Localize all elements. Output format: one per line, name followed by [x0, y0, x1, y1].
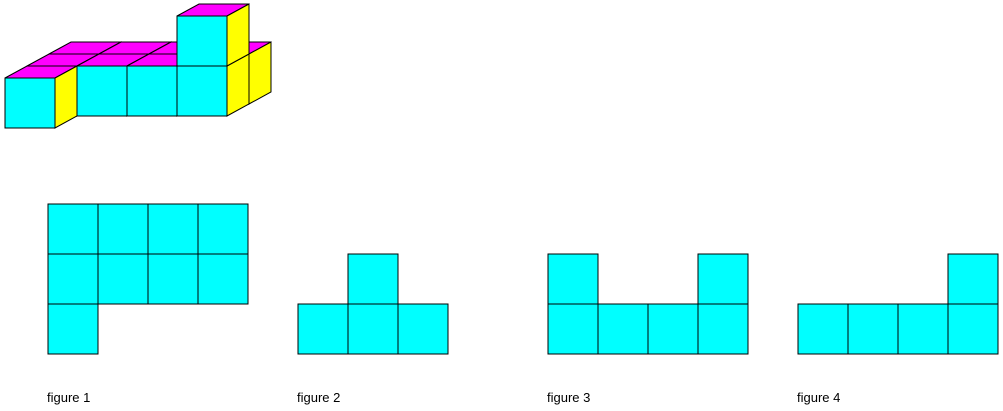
figure-4-shape — [797, 253, 999, 355]
cube-front — [126, 65, 178, 117]
figure-label: figure 2 — [297, 390, 340, 405]
cube-solid — [4, 3, 272, 129]
figure-1-shape — [47, 203, 249, 355]
cube-front — [176, 65, 228, 117]
figure-label: figure 1 — [47, 390, 90, 405]
figure-3-shape — [547, 253, 749, 355]
figure-label: figure 4 — [797, 390, 840, 405]
cube-side — [54, 65, 78, 129]
cube-front — [76, 65, 128, 117]
cube-front — [176, 15, 228, 67]
figure-2-shape — [297, 253, 449, 355]
cube-side — [226, 3, 250, 67]
figure-label: figure 3 — [547, 390, 590, 405]
cube-front — [4, 77, 56, 129]
